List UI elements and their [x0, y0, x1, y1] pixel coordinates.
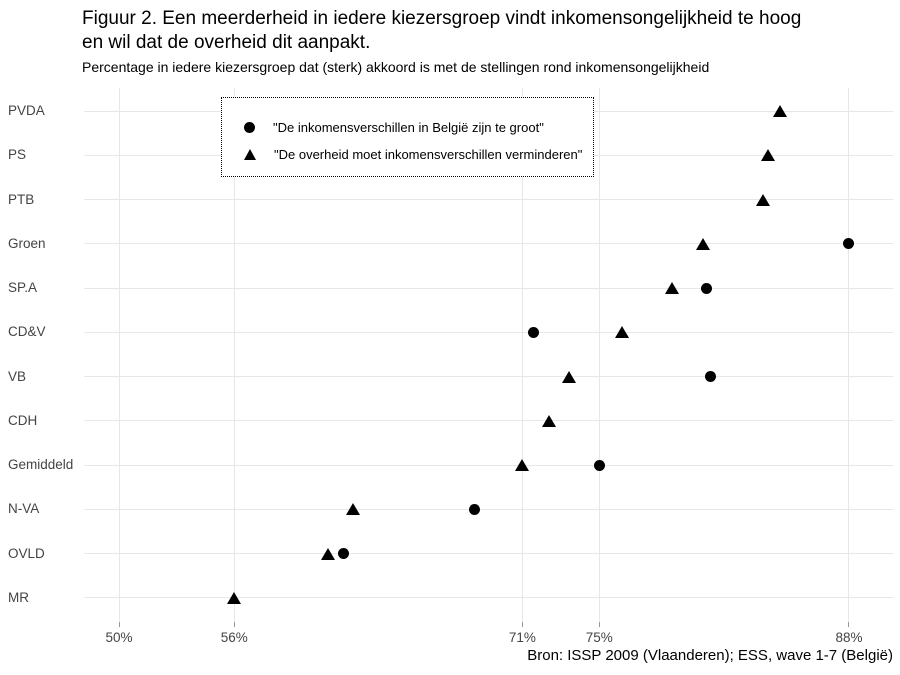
data-point-triangle	[695, 237, 710, 250]
data-point-circle	[528, 326, 540, 338]
y-axis-label: CD&V	[8, 324, 46, 340]
y-axis-label: PVDA	[8, 103, 45, 118]
data-point-triangle	[561, 370, 576, 383]
gridline-vertical	[233, 88, 235, 622]
y-axis-label: VB	[8, 368, 27, 384]
gridline-horizontal	[84, 243, 893, 245]
data-point-circle	[338, 548, 350, 560]
x-axis-tick	[598, 622, 600, 627]
x-axis-tick-label: 75%	[585, 630, 613, 645]
data-point-circle	[701, 282, 713, 294]
chart-title-line1: Figuur 2. Een meerderheid in iedere kiez…	[82, 8, 802, 29]
data-point-triangle	[346, 503, 361, 516]
data-point-triangle	[542, 414, 557, 427]
data-point-circle	[843, 238, 855, 250]
data-point-circle	[593, 459, 605, 471]
source-caption: Bron: ISSP 2009 (Vlaanderen); ESS, wave …	[527, 647, 893, 664]
gridline-vertical	[598, 88, 600, 622]
x-axis-tick-label: 50%	[105, 630, 133, 645]
data-point-circle	[705, 371, 717, 383]
gridline-horizontal	[84, 597, 893, 599]
legend: "De inkomensverschillen in België zijn t…	[221, 97, 594, 177]
legend-item-government: "De overheid moet inkomensverschillen ve…	[244, 146, 582, 162]
data-point-triangle	[755, 193, 770, 206]
chart-subtitle: Percentage in iedere kiezersgroep dat (s…	[82, 59, 710, 75]
data-point-triangle	[665, 282, 680, 295]
data-point-circle	[468, 503, 480, 515]
x-axis-tick-label: 56%	[220, 630, 248, 645]
y-axis-label: N-VA	[8, 501, 40, 517]
y-axis-label: OVLD	[8, 545, 45, 561]
gridline-horizontal	[84, 287, 893, 289]
gridline-horizontal	[84, 553, 893, 555]
x-axis-tick-label: 71%	[508, 630, 536, 645]
legend-item-too-large: "De inkomensverschillen in België zijn t…	[244, 119, 544, 135]
gridline-vertical	[118, 88, 120, 622]
circle-marker-icon	[244, 121, 255, 133]
y-axis-label: SP.A	[8, 280, 38, 296]
x-axis-tick	[233, 622, 235, 627]
legend-label: "De overheid moet inkomensverschillen ve…	[274, 146, 583, 162]
data-point-triangle	[321, 547, 336, 560]
gridline-vertical	[848, 88, 850, 622]
gridline-horizontal	[84, 331, 893, 333]
x-axis-tick	[521, 622, 523, 627]
y-axis-label: PTB	[8, 191, 35, 207]
plot-panel	[84, 88, 893, 622]
gridline-horizontal	[84, 420, 893, 422]
y-axis-label: PS	[8, 147, 27, 163]
gridline-horizontal	[84, 376, 893, 378]
data-point-triangle	[772, 105, 787, 117]
x-axis-tick	[848, 622, 850, 627]
gridline-horizontal	[84, 464, 893, 466]
data-point-triangle	[615, 326, 630, 339]
x-axis-tick	[118, 622, 120, 627]
gridline-horizontal	[84, 508, 893, 510]
chart-title-line2: en wil dat de overheid dit aanpakt.	[82, 32, 371, 53]
x-axis-tick-label: 88%	[835, 630, 863, 645]
y-axis-label: Gemiddeld	[8, 457, 74, 473]
y-axis-label: Groen	[8, 235, 46, 251]
gridline-horizontal	[84, 199, 893, 201]
y-axis-label: MR	[8, 589, 29, 605]
data-point-triangle	[761, 149, 776, 162]
triangle-marker-icon	[244, 148, 256, 160]
chart-title: Figuur 2. Een meerderheid in iedere kiez…	[82, 7, 801, 55]
legend-label: "De inkomensverschillen in België zijn t…	[273, 119, 544, 135]
y-axis-label: CDH	[8, 412, 38, 428]
data-point-triangle	[515, 459, 530, 472]
data-point-triangle	[227, 591, 242, 604]
gridline-vertical	[521, 88, 523, 622]
